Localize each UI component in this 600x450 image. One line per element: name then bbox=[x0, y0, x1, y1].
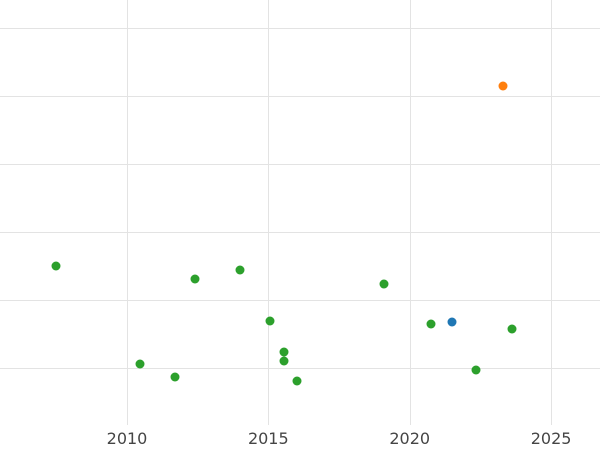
x-tick-label: 2020 bbox=[389, 429, 431, 448]
gridline-horizontal bbox=[0, 163, 600, 165]
gridline-horizontal bbox=[0, 231, 600, 233]
x-tick-label: 2025 bbox=[530, 429, 572, 448]
gridline-horizontal bbox=[0, 367, 600, 369]
data-point-green-points bbox=[265, 316, 275, 326]
data-point-green-points bbox=[379, 279, 389, 289]
data-point-green-points bbox=[135, 359, 145, 369]
data-point-green-points bbox=[471, 365, 481, 375]
data-point-green-points bbox=[279, 347, 289, 357]
gridline-vertical bbox=[268, 0, 270, 425]
data-point-green-points bbox=[170, 372, 180, 382]
data-point-green-points bbox=[190, 274, 200, 284]
x-axis: 2010 2015 2020 2025 bbox=[0, 425, 600, 450]
plot-area bbox=[0, 0, 600, 425]
data-point-green-points bbox=[426, 319, 436, 329]
data-point-green-points bbox=[51, 261, 61, 271]
gridline-horizontal bbox=[0, 95, 600, 97]
gridline-horizontal bbox=[0, 27, 600, 29]
x-tick-label: 2015 bbox=[247, 429, 289, 448]
gridline-horizontal bbox=[0, 299, 600, 301]
gridline-vertical bbox=[127, 0, 128, 425]
data-point-green-points bbox=[279, 356, 289, 366]
data-point-blue-points bbox=[447, 317, 457, 327]
data-point-orange-points bbox=[498, 81, 508, 91]
data-point-green-points bbox=[507, 324, 516, 334]
data-point-green-points bbox=[292, 376, 302, 386]
gridline-vertical bbox=[551, 0, 553, 425]
gridline-vertical bbox=[409, 0, 411, 425]
x-tick-label: 2010 bbox=[106, 429, 148, 448]
data-point-green-points bbox=[235, 265, 245, 275]
